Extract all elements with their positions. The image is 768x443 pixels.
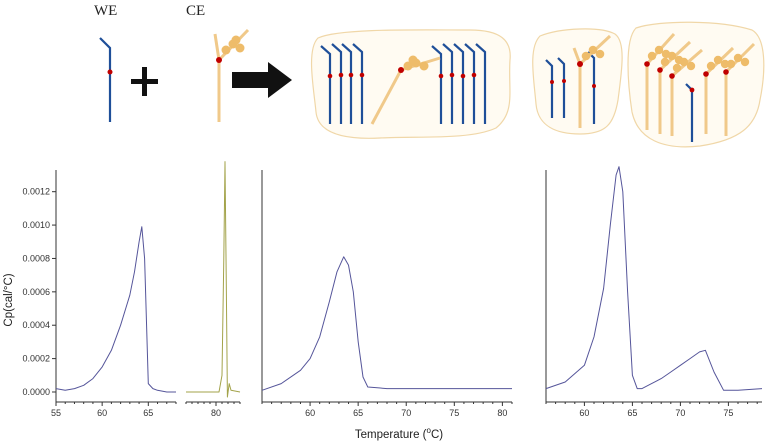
x-tick-label: 55 (51, 408, 61, 418)
x-tick-label: 80 (211, 408, 221, 418)
chart-panel-3: 60 65 70 75 80 (261, 170, 513, 418)
label-we: WE (94, 3, 117, 19)
y-tick-label: 0.0012 (22, 187, 50, 197)
charts: Cp(cal/°C) Temperature (oC) 55 60 65 0.0000… (3, 161, 763, 441)
x-tick-label: 75 (723, 408, 733, 418)
y-tick-label: 0.0000 (22, 387, 50, 397)
chart-panel-2: 80 (185, 161, 241, 418)
x-tick-label: 60 (305, 408, 315, 418)
x-tick-label: 75 (449, 408, 459, 418)
y-tick-label: 0.0008 (22, 253, 50, 263)
series-line-1 (55, 226, 176, 393)
assembly-blob-2 (532, 28, 623, 135)
assembly-blob-3 (627, 21, 765, 148)
y-tick-label: 0.0010 (22, 220, 50, 230)
x-tick-label: 65 (143, 408, 153, 418)
series-line-2 (186, 161, 241, 398)
label-ce: CE (186, 3, 205, 19)
series-line-4 (545, 166, 763, 391)
x-axis-label-sup: o (427, 426, 432, 435)
x-tick-label: 65 (353, 408, 363, 418)
chart-panel-4: 60 65 70 75 (545, 166, 763, 418)
chart-panel-1: 55 60 65 0.0000 0.0002 0.0004 0.0006 0.0008 0.00… (22, 170, 177, 418)
x-axis-label: Temperature (oC) (355, 426, 443, 441)
schematic: WE CE (94, 3, 765, 148)
x-tick-label: 70 (401, 408, 411, 418)
x-tick-label: 60 (579, 408, 589, 418)
plus-icon (131, 67, 158, 96)
y-tick-label: 0.0002 (22, 354, 50, 364)
we-strand-icon (99, 37, 113, 122)
series-line-3 (261, 256, 512, 391)
x-axis-label-tail: C) (431, 429, 443, 441)
arrow-right-icon (232, 62, 292, 98)
x-tick-label: 80 (497, 408, 507, 418)
ce-strand-icon (213, 28, 250, 122)
x-tick-label: 60 (97, 408, 107, 418)
assembly-blob-1 (310, 29, 511, 139)
y-tick-label: 0.0006 (22, 287, 50, 297)
y-tick-label: 0.0004 (22, 320, 50, 330)
x-axis-label-main: Temperature ( (355, 429, 427, 441)
x-tick-label: 65 (627, 408, 637, 418)
y-axis-label: Cp(cal/°C) (3, 273, 15, 326)
x-tick-label: 70 (675, 408, 685, 418)
